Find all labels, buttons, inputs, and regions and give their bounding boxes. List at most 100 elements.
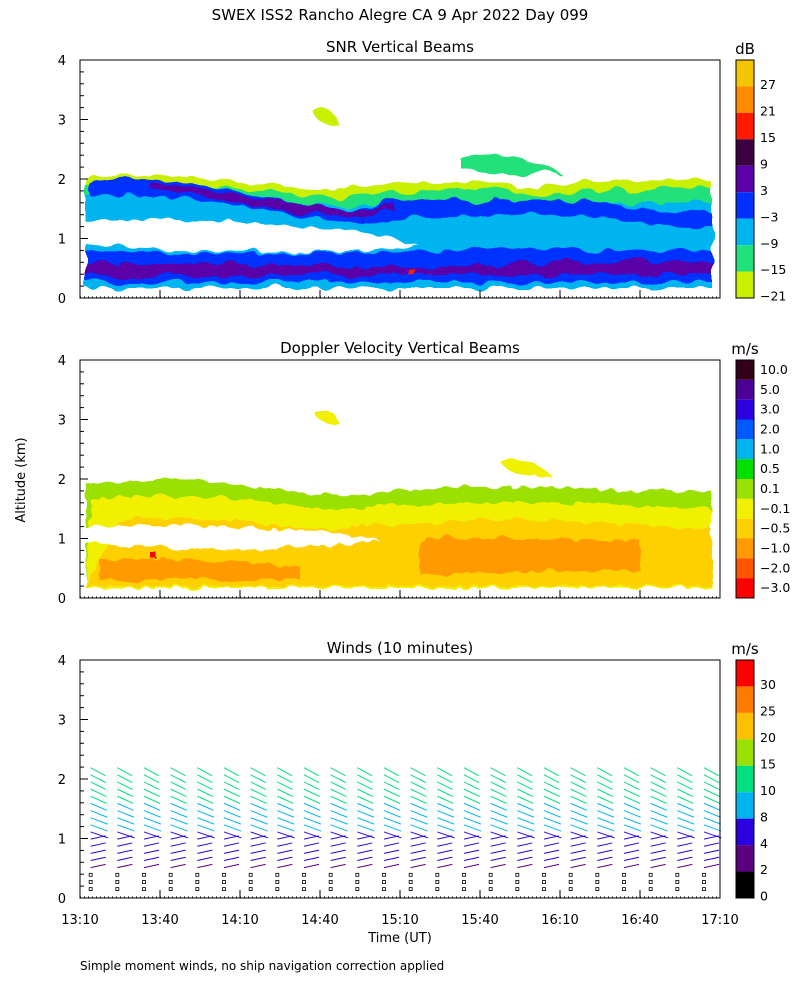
colorbar-swatch: [736, 686, 754, 713]
wind-barb: [437, 849, 453, 854]
wind-calm-marker: [382, 887, 386, 891]
wind-barb: [330, 810, 348, 818]
wind-barb: [517, 781, 533, 791]
colorbar-label: 0.5: [760, 461, 780, 476]
colorbar-swatch: [736, 419, 754, 440]
wind-barb: [623, 810, 641, 818]
wind-barb: [277, 767, 293, 777]
wind-barb: [143, 767, 160, 777]
wind-calm-marker: [488, 880, 493, 884]
y-tick-label: 4: [58, 54, 66, 69]
snr-gap-region: [86, 219, 420, 251]
wind-barb: [570, 795, 587, 804]
wind-barb: [437, 774, 453, 784]
wind-barb: [437, 810, 455, 818]
wind-calm-marker: [462, 880, 466, 884]
wind-barb: [650, 802, 668, 811]
wind-calm-marker: [622, 887, 626, 891]
wind-barb: [410, 788, 427, 797]
wind-barb: [597, 817, 615, 825]
wind-barb: [383, 802, 401, 811]
wind-barb: [677, 781, 693, 791]
wind-barb: [330, 831, 349, 839]
wind-barb: [383, 795, 401, 804]
snr-inversion-layer: [90, 179, 712, 226]
wind-barb: [197, 767, 213, 777]
snr-panel-title: SNR Vertical Beams: [326, 38, 474, 56]
velocity-panel-title: Doppler Velocity Vertical Beams: [280, 339, 520, 357]
wind-barb: [330, 849, 346, 854]
colorbar-swatch: [736, 792, 754, 819]
wind-barb: [223, 849, 240, 854]
wind-barb: [357, 824, 375, 832]
colorbar-swatch: [736, 439, 754, 460]
wind-barb: [437, 831, 455, 839]
wind-calm-marker: [142, 872, 146, 877]
velocity-gap: [86, 525, 380, 549]
wind-barb: [543, 817, 562, 825]
wind-barb: [277, 795, 294, 804]
wind-barb: [703, 802, 721, 811]
wind-barb: [330, 767, 346, 777]
wind-barb: [330, 842, 346, 847]
wind-calm-marker: [115, 872, 120, 877]
wind-barb: [223, 774, 240, 784]
wind-barb: [570, 831, 589, 839]
wind-barb: [437, 824, 455, 832]
wind-barb: [143, 774, 160, 784]
wind-barb: [277, 831, 295, 839]
wind-barb: [357, 842, 373, 847]
wind-barb: [490, 774, 507, 784]
wind-calm-marker: [648, 880, 653, 884]
wind-barb: [623, 824, 642, 832]
wind-barb: [490, 824, 508, 832]
wind-barb: [703, 856, 720, 862]
colorbar-label: −3.0: [760, 580, 790, 595]
colorbar-label: 21: [760, 104, 776, 119]
wind-barb: [410, 767, 426, 777]
wind-barb: [277, 781, 293, 791]
wind-barb: [197, 781, 213, 791]
wind-barb: [170, 810, 188, 818]
wind-barb: [410, 842, 426, 847]
colorbar-swatch: [736, 558, 754, 579]
wind-barb: [410, 824, 428, 832]
wind-barb: [117, 824, 135, 832]
colorbar-swatch: [736, 379, 754, 400]
wind-barb: [543, 849, 560, 854]
wind-barb: [570, 810, 588, 818]
x-tick-label: 14:10: [221, 913, 258, 928]
wind-barb: [410, 802, 428, 811]
wind-barb: [677, 795, 694, 804]
wind-calm-marker: [488, 872, 493, 877]
wind-barb: [650, 817, 668, 825]
wind-calm-marker: [275, 880, 280, 884]
colorbar-unit: m/s: [731, 640, 759, 658]
x-tick-label: 16:10: [541, 913, 578, 928]
wind-calm-marker: [675, 872, 680, 877]
colorbar-label: −3: [760, 209, 778, 224]
wind-barb: [250, 802, 268, 811]
wind-barb: [703, 842, 720, 847]
wind-barb: [143, 802, 161, 811]
wind-barb: [303, 795, 321, 804]
velocity-region: [420, 537, 640, 574]
snr-colorbar: dB 27 21 15 9 3 −3 −9 −15 −21: [735, 40, 786, 304]
wind-barb: [703, 788, 720, 797]
wind-barb: [383, 831, 402, 839]
wind-barb: [437, 795, 454, 804]
wind-barb: [303, 810, 321, 818]
wind-calm-marker: [302, 887, 306, 891]
wind-barb: [170, 842, 186, 847]
wind-barb: [437, 781, 453, 791]
colorbar-swatch: [736, 218, 754, 246]
wind-calm-marker: [675, 887, 680, 891]
y-axis-label: Altitude (km): [14, 437, 29, 522]
y-tick-label: 1: [58, 533, 66, 548]
wind-barb: [677, 810, 695, 818]
wind-barb: [490, 781, 507, 791]
wind-barb: [197, 863, 213, 869]
colorbar-label: −2.0: [760, 560, 790, 575]
colorbar-swatch: [736, 818, 754, 846]
colorbar-swatch: [736, 60, 754, 87]
